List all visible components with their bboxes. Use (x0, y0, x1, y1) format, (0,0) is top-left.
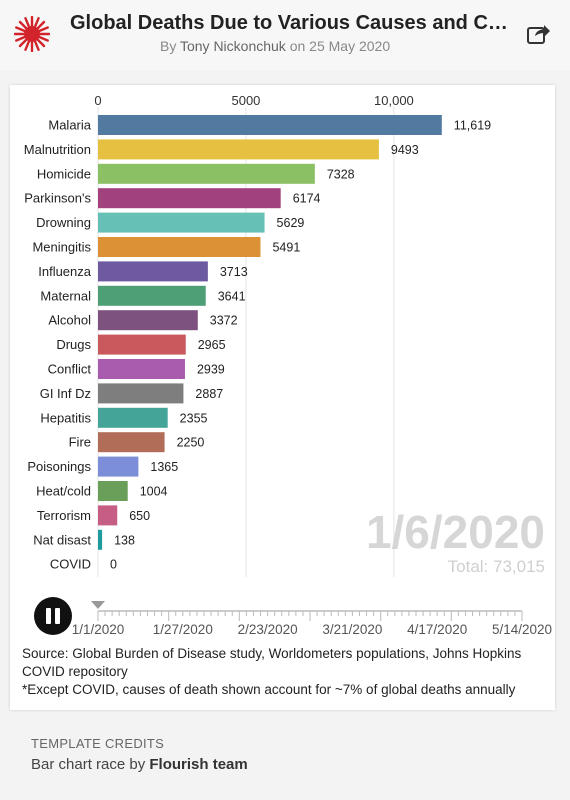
credits-prefix: Bar chart race by (31, 756, 146, 773)
bar (98, 285, 206, 306)
flourish-logo-icon (14, 16, 50, 52)
value-label: 6174 (293, 192, 321, 206)
value-label: 3713 (220, 265, 248, 279)
source-text: Source: Global Burden of Disease study, … (22, 645, 552, 699)
category-label: Hepatitis (40, 410, 91, 425)
value-label: 2887 (195, 387, 223, 401)
category-label: Conflict (48, 362, 92, 377)
category-label: Malnutrition (24, 142, 91, 157)
category-label: Drowning (36, 215, 91, 230)
timeline-date-label: 5/14/2020 (492, 622, 552, 637)
bar (98, 212, 265, 233)
credits-team-link[interactable]: Flourish team (149, 756, 248, 773)
source-line: Source: Global Burden of Disease study, … (22, 646, 522, 679)
author-link[interactable]: Tony Nickonchuk (179, 38, 286, 54)
bar (98, 163, 315, 184)
value-label: 2250 (177, 436, 205, 450)
x-tick-label: 10,000 (374, 93, 414, 108)
timeline-date-label: 3/21/2020 (322, 622, 382, 637)
bar (98, 456, 139, 477)
timeline-handle[interactable] (91, 601, 105, 609)
x-tick-label: 0 (94, 93, 101, 108)
value-label: 5629 (277, 216, 305, 230)
bar (98, 505, 118, 526)
bar (98, 359, 185, 379)
category-label: COVID (50, 557, 91, 572)
category-label: Alcohol (48, 313, 91, 328)
bar (98, 310, 198, 331)
total-label: Total: 73,015 (447, 557, 545, 576)
byline-prefix: By (160, 38, 177, 54)
bar (98, 261, 208, 282)
value-label: 2939 (197, 363, 225, 377)
bar (98, 481, 128, 501)
chart-title: Global Deaths Due to Various Causes and … (70, 12, 510, 34)
value-label: 1365 (150, 460, 178, 474)
value-label: 650 (129, 509, 150, 523)
timeline-slider[interactable]: 1/1/2020 1/27/2020 2/23/2020 3/21/2020 4/17/… (10, 85, 555, 645)
share-icon[interactable] (524, 20, 552, 48)
byline-date: on 25 May 2020 (289, 38, 391, 54)
value-label: 5491 (272, 241, 300, 255)
bar (98, 139, 379, 160)
category-label: Fire (69, 435, 91, 450)
header: Global Deaths Due to Various Causes and … (0, 0, 570, 70)
bar (98, 188, 281, 209)
value-label: 3641 (218, 289, 246, 303)
value-label: 9493 (391, 143, 419, 157)
category-label: Terrorism (37, 508, 91, 523)
category-label: Nat disast (33, 532, 91, 547)
pause-button[interactable] (34, 597, 72, 635)
bar (98, 237, 261, 257)
value-label: 7328 (327, 167, 355, 181)
current-date-label: 1/6/2020 (365, 506, 545, 558)
value-label: 138 (114, 533, 135, 547)
bar (98, 383, 184, 404)
category-label: GI Inf Dz (40, 386, 91, 401)
category-label: Meningitis (32, 240, 91, 255)
category-label: Influenza (38, 264, 92, 279)
bar (98, 407, 168, 428)
x-tick-label: 5000 (231, 93, 260, 108)
bar (98, 432, 165, 453)
timeline-date-label: 2/23/2020 (238, 622, 298, 637)
timeline-date-label: 1/1/2020 (72, 622, 125, 637)
value-label: 2965 (198, 338, 226, 352)
category-label: Drugs (56, 337, 91, 352)
value-label: 11,619 (454, 119, 491, 133)
pause-icon (46, 608, 51, 624)
bar-chart: 0 5000 10,000 Malaria 11,619 Malnutrition 9493… (24, 93, 491, 577)
category-label: Homicide (37, 166, 91, 181)
chart-card: 0 5000 10,000 Malaria 11,619 Malnutrition 9493… (10, 85, 555, 710)
byline: By Tony Nickonchuk on 25 May 2020 (160, 38, 390, 54)
value-label: 3372 (210, 314, 238, 328)
value-label: 2355 (180, 411, 208, 425)
category-label: Poisonings (27, 459, 91, 474)
timeline-date-label: 4/17/2020 (407, 622, 467, 637)
credits-line: Bar chart race by Flourish team (31, 756, 248, 773)
category-label: Parkinson's (24, 191, 91, 206)
timeline-date-label: 1/27/2020 (153, 622, 213, 637)
pause-icon-bar (55, 608, 60, 624)
bar (98, 529, 103, 550)
bar (98, 115, 442, 135)
category-label: Heat/cold (36, 484, 91, 499)
value-label: 0 (110, 558, 117, 572)
category-label: Malaria (48, 118, 91, 133)
footnote-line: *Except COVID, causes of death shown acc… (22, 682, 516, 697)
category-label: Maternal (40, 288, 91, 303)
credits-label: TEMPLATE CREDITS (31, 736, 165, 751)
value-label: 1004 (140, 485, 168, 499)
bar (98, 334, 186, 355)
